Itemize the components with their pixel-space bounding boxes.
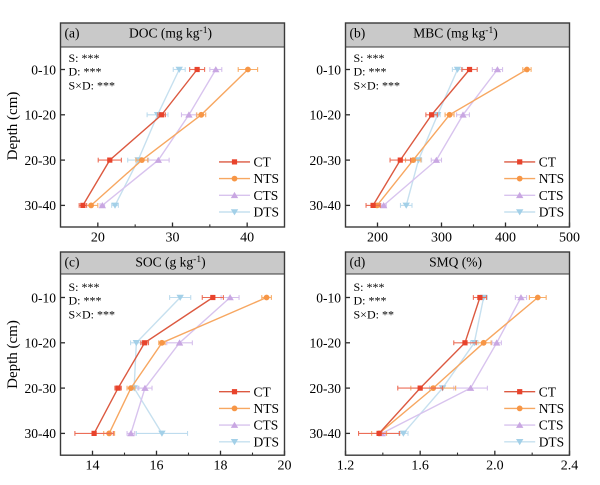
svg-text:40: 40 (240, 231, 254, 246)
svg-text:14: 14 (86, 459, 100, 474)
svg-text:S: ***: S: *** (354, 51, 385, 65)
svg-text:0-10: 0-10 (316, 62, 341, 77)
svg-text:0-10: 0-10 (31, 62, 56, 77)
svg-text:DTS: DTS (254, 434, 280, 449)
svg-text:0-10: 0-10 (31, 290, 56, 305)
svg-text:20-30: 20-30 (310, 153, 342, 168)
svg-text:SOC (g kg-1): SOC (g kg-1) (135, 255, 205, 270)
svg-text:10-20: 10-20 (25, 336, 57, 351)
svg-text:18: 18 (214, 459, 228, 474)
svg-text:30-40: 30-40 (310, 426, 342, 441)
svg-text:200: 200 (367, 231, 388, 246)
svg-text:500: 500 (559, 231, 580, 246)
svg-text:DTS: DTS (539, 205, 565, 220)
svg-text:30-40: 30-40 (25, 198, 57, 213)
svg-text:S×D: ***: S×D: *** (69, 307, 115, 321)
svg-text:20-30: 20-30 (25, 381, 57, 396)
svg-text:NTS: NTS (254, 171, 280, 186)
svg-text:S: ***: S: *** (69, 51, 100, 65)
svg-text:1.6: 1.6 (411, 459, 429, 474)
svg-text:CTS: CTS (539, 418, 564, 433)
svg-text:30-40: 30-40 (310, 198, 342, 213)
svg-text:CT: CT (254, 384, 272, 399)
svg-text:(b): (b) (350, 26, 366, 41)
svg-text:2.0: 2.0 (486, 459, 504, 474)
svg-text:(d): (d) (350, 255, 366, 270)
svg-text:D: ***: D: *** (354, 294, 387, 308)
svg-text:20-30: 20-30 (25, 153, 57, 168)
svg-text:CT: CT (254, 155, 272, 170)
svg-text:30: 30 (166, 231, 180, 246)
svg-text:CTS: CTS (539, 188, 564, 203)
svg-text:S: ***: S: *** (354, 280, 385, 294)
svg-text:D: ***: D: *** (354, 65, 387, 79)
svg-text:CT: CT (539, 155, 557, 170)
svg-text:DTS: DTS (539, 434, 565, 449)
svg-text:CT: CT (539, 384, 557, 399)
svg-text:10-20: 10-20 (310, 336, 342, 351)
svg-text:DTS: DTS (254, 205, 280, 220)
svg-text:10-20: 10-20 (310, 108, 342, 123)
svg-text:1.2: 1.2 (337, 459, 355, 474)
svg-text:2.4: 2.4 (561, 459, 579, 474)
svg-text:20: 20 (91, 231, 105, 246)
svg-text:10-20: 10-20 (25, 108, 57, 123)
svg-text:30-40: 30-40 (25, 426, 57, 441)
svg-text:DOC (mg kg-1): DOC (mg kg-1) (129, 26, 212, 41)
svg-text:NTS: NTS (539, 171, 565, 186)
svg-text:S×D: ***: S×D: *** (69, 78, 115, 92)
svg-text:CTS: CTS (254, 418, 279, 433)
svg-text:S: ***: S: *** (69, 280, 100, 294)
svg-text:0-10: 0-10 (316, 290, 341, 305)
svg-text:300: 300 (431, 231, 452, 246)
svg-text:CTS: CTS (254, 188, 279, 203)
svg-text:400: 400 (495, 231, 516, 246)
svg-text:D: ***: D: *** (69, 65, 102, 79)
svg-text:16: 16 (150, 459, 164, 474)
svg-text:NTS: NTS (539, 401, 565, 416)
svg-text:(a): (a) (65, 26, 80, 41)
svg-text:NTS: NTS (254, 401, 280, 416)
svg-text:(c): (c) (65, 255, 80, 270)
svg-text:D: ***: D: *** (69, 294, 102, 308)
svg-text:20: 20 (278, 459, 292, 474)
svg-text:MBC (mg kg-1): MBC (mg kg-1) (413, 26, 497, 41)
svg-text:Depth (cm): Depth (cm) (5, 92, 21, 161)
svg-text:20-30: 20-30 (310, 381, 342, 396)
svg-text:SMQ (%): SMQ (%) (429, 255, 482, 270)
svg-text:Depth (cm): Depth (cm) (5, 320, 21, 389)
svg-text:S×D: **: S×D: ** (354, 307, 394, 321)
svg-text:S×D: ***: S×D: *** (354, 78, 400, 92)
